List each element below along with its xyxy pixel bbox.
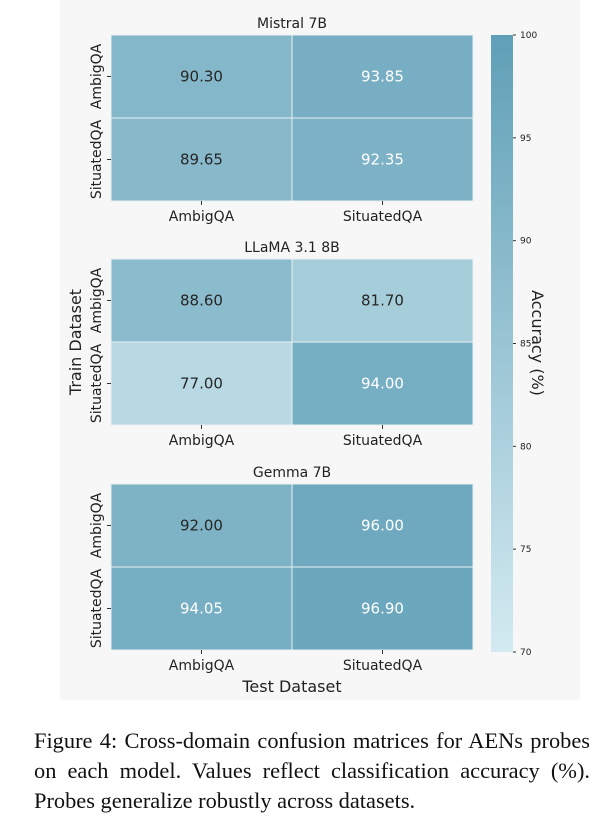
cell-value-label: 96.90 [361, 600, 404, 618]
colorbar-tick-label: 85 [520, 340, 531, 350]
heatmap-cell [291, 258, 474, 343]
y-axis-label: Train Dataset [66, 289, 85, 396]
colorbar-tick-label: 90 [520, 237, 532, 247]
colorbar [491, 35, 513, 652]
x-tick-label: SituatedQA [343, 209, 423, 225]
y-tick-label: AmbigQA [89, 492, 105, 558]
cell-value-label: 92.35 [361, 151, 404, 169]
heatmap-cell [110, 566, 293, 651]
cell-value-label: 94.00 [361, 375, 404, 393]
colorbar-tick-label: 100 [520, 31, 537, 41]
panel-title: Mistral 7B [257, 16, 327, 32]
cell-value-label: 92.00 [180, 517, 223, 535]
y-tick-label: SituatedQA [89, 568, 105, 648]
heatmap-cell [291, 34, 474, 119]
x-axis-label: Test Dataset [241, 677, 341, 696]
x-tick-label: SituatedQA [343, 658, 423, 674]
colorbar-tick-label: 80 [520, 442, 532, 452]
x-tick-label: AmbigQA [169, 209, 235, 225]
figure-panel: Mistral 7B 90.30 93.85 AmbigQA 89.65 92.35 Sit… [60, 0, 580, 700]
panel-title: LLaMA 3.1 8B [244, 240, 340, 256]
heatmap-cell [291, 566, 474, 651]
heatmap-cell [291, 341, 474, 426]
panel-title: Gemma 7B [253, 465, 331, 481]
heatmap-cell [291, 483, 474, 568]
y-tick-label: AmbigQA [89, 43, 105, 109]
x-tick-label: AmbigQA [169, 658, 235, 674]
figure-caption: Figure 4: Cross-domain confusion matrice… [34, 728, 590, 813]
x-tick-label: SituatedQA [343, 433, 423, 449]
cell-value-label: 77.00 [180, 375, 223, 393]
heatmap-cell [110, 34, 293, 119]
cell-value-label: 90.30 [180, 68, 223, 86]
heatmap-chart: Mistral 7B 90.30 93.85 AmbigQA 89.65 92.35 Sit… [66, 16, 547, 696]
cell-value-label: 89.65 [180, 151, 223, 169]
x-tick-label: AmbigQA [169, 433, 235, 449]
cell-value-label: 96.00 [361, 517, 404, 535]
y-tick-label: SituatedQA [89, 119, 105, 199]
heatmap-cell [291, 117, 474, 202]
cell-value-label: 93.85 [361, 68, 404, 86]
colorbar-label: Accuracy (%) [528, 290, 547, 396]
colorbar-tick-label: 95 [520, 134, 531, 144]
y-tick-label: AmbigQA [89, 267, 105, 333]
cell-value-label: 94.05 [180, 600, 223, 618]
heatmap-cell [110, 341, 293, 426]
y-tick-label: SituatedQA [89, 343, 105, 423]
cell-value-label: 81.70 [361, 292, 404, 310]
colorbar-tick-label: 70 [520, 648, 532, 658]
colorbar-tick-label: 75 [520, 545, 531, 555]
cell-value-label: 88.60 [180, 292, 223, 310]
